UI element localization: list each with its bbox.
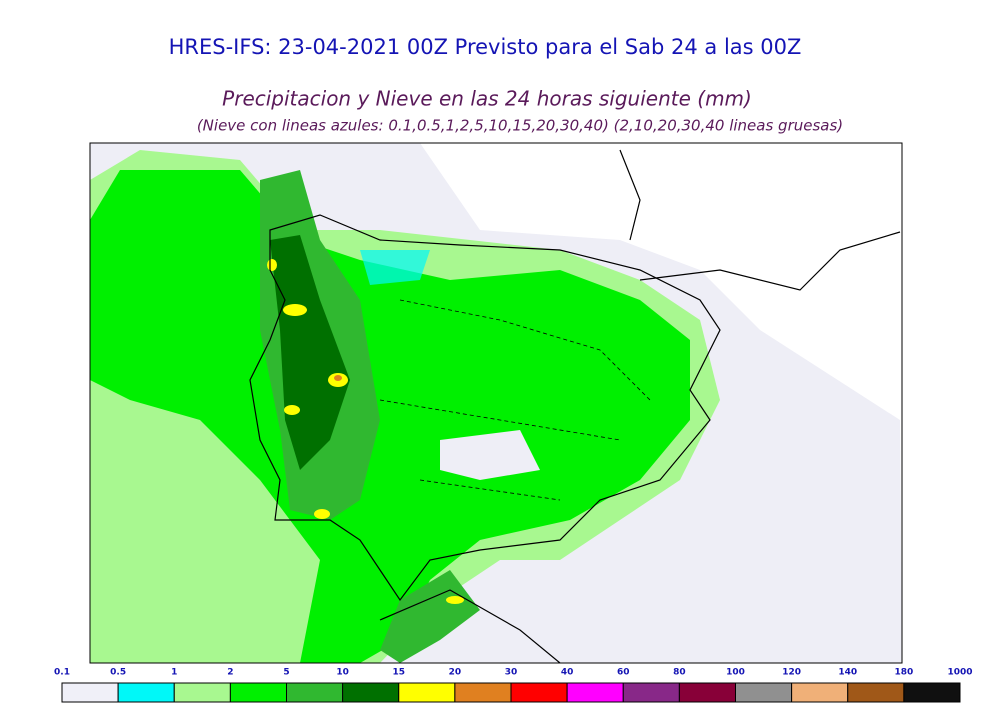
map [89, 142, 903, 664]
legend-label: 60 [617, 668, 630, 678]
legend-label: 0.5 [110, 668, 126, 678]
legend-swatch [454, 682, 512, 703]
note: (Nieve con lineas azules: 0.1,0.5,1,2,5,… [197, 117, 843, 135]
legend-swatch [61, 682, 119, 703]
legend-label: 2 [227, 668, 233, 678]
legend-label: 1000 [947, 668, 972, 678]
legend-label: 15 [392, 668, 405, 678]
legend-swatch [173, 682, 231, 703]
legend-label: 120 [782, 668, 801, 678]
title: HRES-IFS: 23-04-2021 00Z Previsto para e… [169, 35, 802, 59]
subtitle: Precipitacion y Nieve en las 24 horas si… [222, 87, 752, 111]
legend-swatch [903, 682, 961, 703]
legend-label: 10 [336, 668, 349, 678]
legend-label: 40 [561, 668, 574, 678]
colorbar: 0.1 0.5 1 2 5 10 15 20 30 40 60 80 100 120 140 180 1000 [54, 668, 973, 703]
legend-swatch [622, 682, 680, 703]
legend-label: 0.1 [54, 668, 70, 678]
legend-swatch [847, 682, 905, 703]
legend-swatch [342, 682, 400, 703]
legend-swatch [398, 682, 456, 703]
legend-swatch [286, 682, 344, 703]
legend-swatch [229, 682, 287, 703]
legend-label: 80 [673, 668, 686, 678]
legend-swatch [510, 682, 568, 703]
legend-label: 20 [449, 668, 462, 678]
legend-label: 140 [838, 668, 857, 678]
legend-label: 30 [505, 668, 518, 678]
legend-label: 100 [726, 668, 745, 678]
legend-label: 1 [171, 668, 177, 678]
legend-label: 5 [283, 668, 289, 678]
legend-swatch [566, 682, 624, 703]
legend-swatch [791, 682, 849, 703]
legend-label: 180 [894, 668, 913, 678]
legend-swatch [117, 682, 175, 703]
legend-swatch [678, 682, 736, 703]
legend-swatch [735, 682, 793, 703]
